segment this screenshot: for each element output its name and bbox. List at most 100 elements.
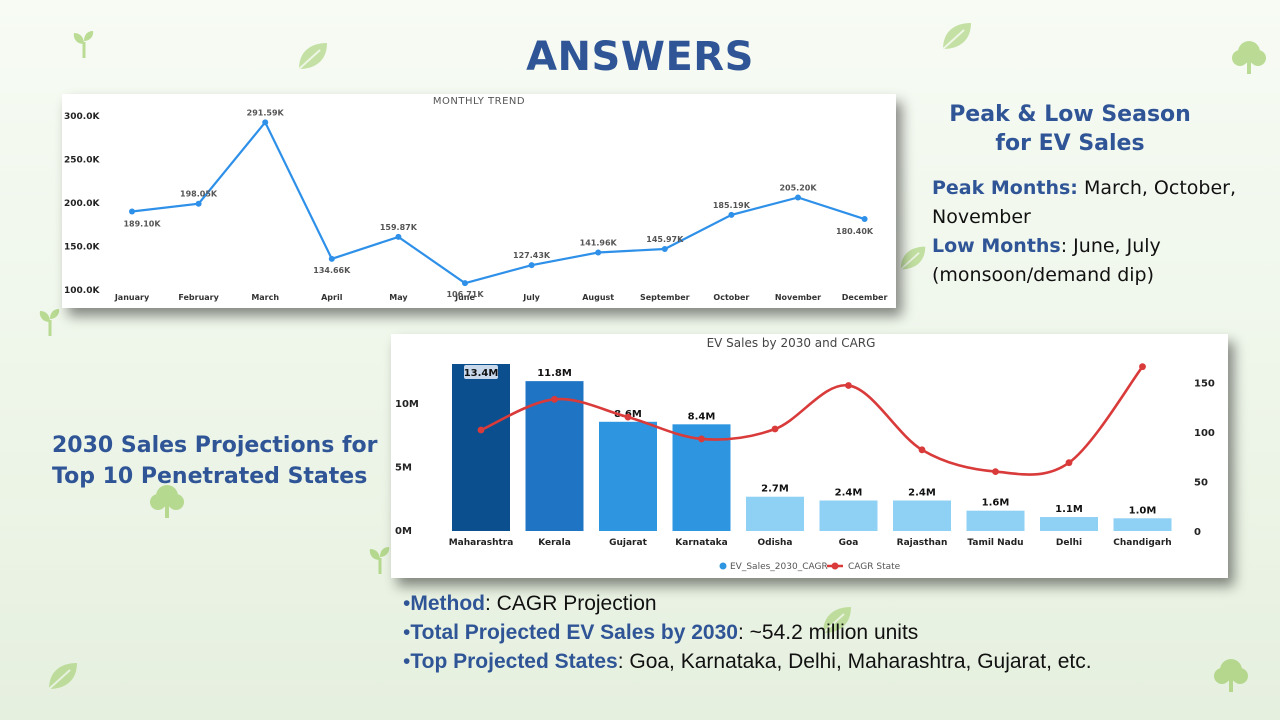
leaf-icon bbox=[298, 43, 327, 70]
cagr-line bbox=[480, 365, 1144, 476]
bullet-value: : CAGR Projection bbox=[485, 592, 657, 615]
sprout-icon bbox=[73, 31, 94, 58]
sprout-icon bbox=[39, 309, 60, 336]
leaf-icon bbox=[822, 607, 851, 634]
data-point bbox=[595, 249, 602, 256]
data-label-box bbox=[464, 365, 498, 379]
bar bbox=[966, 510, 1025, 531]
x-tick-label: March bbox=[251, 293, 279, 302]
bullet-top-states: •Top Projected States: Goa, Karnataka, D… bbox=[403, 650, 1092, 673]
projection-heading: 2030 Sales Projections for Top 10 Penetr… bbox=[52, 430, 382, 492]
data-label: 134.66K bbox=[313, 266, 351, 275]
data-label: 8.4M bbox=[688, 411, 716, 422]
projection-heading-line1: 2030 Sales Projections for bbox=[52, 433, 378, 458]
data-label: 141.96K bbox=[580, 238, 618, 247]
data-point bbox=[395, 233, 402, 240]
x-tick-label: Odisha bbox=[757, 538, 792, 548]
x-tick-label: June bbox=[454, 293, 475, 302]
x-tick-label: February bbox=[178, 293, 219, 302]
leaf-icon bbox=[942, 23, 971, 50]
season-details: Peak Months: March, October, November Lo… bbox=[932, 174, 1252, 290]
y-tick-label: 150.0K bbox=[64, 243, 100, 253]
bar bbox=[452, 364, 510, 531]
bullet-value: : ~54.2 million units bbox=[737, 621, 919, 644]
y-tick-label: 200.0K bbox=[64, 199, 100, 209]
x-tick-label: Delhi bbox=[1056, 538, 1082, 548]
data-label: 291.59K bbox=[247, 108, 285, 117]
bar bbox=[1113, 518, 1172, 531]
x-tick-label: October bbox=[713, 293, 749, 302]
data-label: 145.97K bbox=[646, 235, 684, 244]
x-tick-label: December bbox=[842, 293, 888, 302]
y-right-tick-label: 100 bbox=[1194, 428, 1215, 439]
bar bbox=[1040, 517, 1098, 531]
low-months-label: Low Months bbox=[932, 235, 1061, 257]
season-heading: Peak & Low Season for EV Sales bbox=[930, 100, 1210, 158]
x-tick-label: Chandigarh bbox=[1113, 538, 1171, 548]
data-point bbox=[861, 216, 868, 223]
data-point bbox=[528, 262, 535, 269]
cagr-point bbox=[992, 468, 999, 475]
cagr-point bbox=[771, 425, 779, 433]
data-label: 185.19K bbox=[713, 201, 751, 210]
cagr-point bbox=[698, 435, 705, 443]
data-label: 189.10K bbox=[123, 219, 161, 228]
data-label: 1.1M bbox=[1055, 504, 1083, 515]
y-tick-label: 250.0K bbox=[64, 156, 100, 166]
x-tick-label: Rajasthan bbox=[897, 538, 948, 548]
bar bbox=[599, 421, 657, 531]
legend-label: CAGR State bbox=[848, 562, 901, 572]
peak-months-value: March, October, November bbox=[932, 177, 1237, 228]
data-point bbox=[328, 255, 335, 262]
peak-months-label: Peak Months: bbox=[932, 177, 1078, 199]
bullet-label: Total Projected EV Sales by 2030 bbox=[410, 621, 738, 644]
bullet-value: : Goa, Karnataka, Delhi, Maharashtra, Gu… bbox=[617, 650, 1092, 673]
y-left-tick-label: 10M bbox=[395, 399, 419, 410]
data-label: 127.43K bbox=[513, 251, 551, 260]
bullet-label: Top Projected States bbox=[410, 650, 618, 673]
tree-icon bbox=[150, 485, 184, 518]
monthly-trend-chart: MONTHLY TREND 300.0K 250.0K 200.0K 150.0K 100… bbox=[62, 94, 896, 308]
low-months-value: : June, July (monsoon/demand dip) bbox=[932, 235, 1161, 286]
y-right-tick-label: 50 bbox=[1194, 478, 1208, 489]
cagr-point bbox=[918, 446, 926, 454]
data-point bbox=[795, 194, 801, 201]
x-tick-label: Goa bbox=[839, 538, 859, 548]
sprout-icon bbox=[369, 547, 390, 574]
data-label: 1.0M bbox=[1129, 505, 1157, 516]
legend-swatch-cagr-dot bbox=[831, 562, 839, 570]
bullet-total: •Total Projected EV Sales by 2030: ~54.2… bbox=[403, 621, 919, 644]
x-tick-label: Gujarat bbox=[609, 538, 647, 548]
x-tick-label: May bbox=[389, 293, 408, 302]
data-label: 198.05K bbox=[180, 190, 218, 199]
cagr-point bbox=[624, 413, 632, 421]
x-tick-label: Maharashtra bbox=[449, 538, 514, 548]
y-left-tick-label: 0M bbox=[395, 526, 412, 537]
data-label: 2.7M bbox=[761, 484, 789, 495]
bar bbox=[893, 500, 951, 531]
tree-icon bbox=[1214, 659, 1248, 692]
x-tick-label: Kerala bbox=[538, 538, 571, 548]
data-point bbox=[462, 280, 468, 287]
y-right-tick-label: 0 bbox=[1194, 527, 1201, 538]
monthly-trend-svg: MONTHLY TREND 300.0K 250.0K 200.0K 150.0K 100… bbox=[64, 96, 888, 302]
data-label: 13.4M bbox=[464, 368, 499, 379]
x-tick-label: September bbox=[640, 293, 690, 302]
cagr-point bbox=[551, 395, 558, 403]
data-label: 106.71K bbox=[446, 290, 484, 299]
data-label: 2.4M bbox=[908, 488, 936, 499]
leaf-icon bbox=[900, 246, 926, 271]
data-label: 11.8M bbox=[537, 368, 572, 379]
bar bbox=[525, 381, 584, 531]
bar bbox=[819, 500, 878, 531]
x-tick-label: November bbox=[775, 293, 821, 302]
data-label: 159.87K bbox=[380, 223, 418, 232]
season-heading-line2: for EV Sales bbox=[995, 131, 1145, 156]
page-title: ANSWERS bbox=[526, 34, 754, 80]
summary-bullets: •Method: CAGR Projection •Total Projecte… bbox=[403, 589, 1263, 676]
data-point bbox=[661, 246, 668, 253]
legend-label: EV_Sales_2030_CAGR bbox=[730, 562, 828, 572]
tree-icon bbox=[1232, 41, 1266, 74]
cagr-point bbox=[845, 382, 852, 389]
cagr-point bbox=[477, 426, 485, 434]
